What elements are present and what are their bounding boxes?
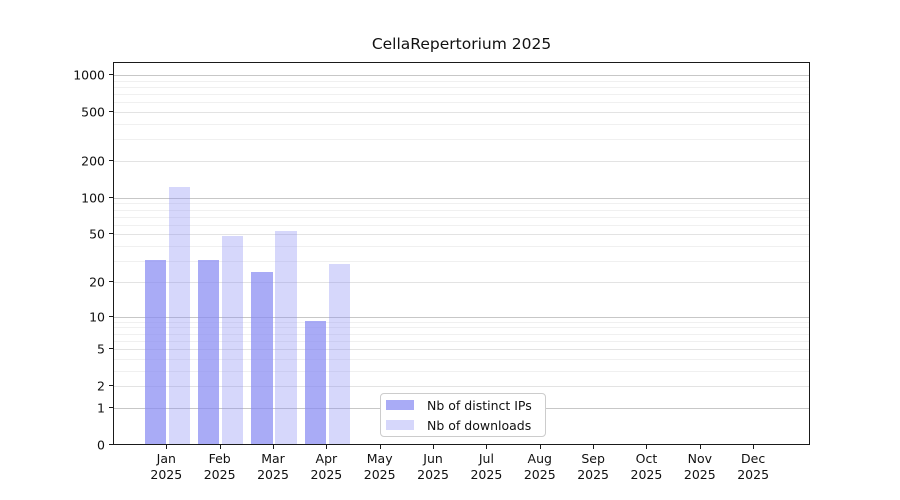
- y-tick: [109, 73, 113, 75]
- x-tick-label: Jun 2025: [417, 451, 449, 482]
- gridline-minor: [114, 94, 809, 96]
- gridline-minor: [114, 216, 809, 218]
- gridline-minor: [114, 327, 809, 329]
- gridline: [114, 74, 809, 76]
- gridline: [114, 349, 809, 351]
- x-tick: [433, 445, 435, 449]
- gridline-minor: [114, 86, 809, 88]
- y-tick: [109, 111, 113, 113]
- y-tick-label: 0: [97, 437, 105, 453]
- plot-area: Nb of distinct IPs Nb of downloads: [113, 62, 810, 445]
- x-tick-label: Mar 2025: [257, 451, 289, 482]
- x-tick: [326, 445, 328, 449]
- gridline-minor: [114, 80, 809, 82]
- gridline-minor: [114, 261, 809, 263]
- gridline: [114, 197, 809, 199]
- gridline: [114, 316, 809, 318]
- x-tick: [273, 445, 274, 449]
- gridline-minor: [114, 358, 809, 360]
- y-tick: [109, 385, 113, 387]
- gridline: [114, 112, 809, 114]
- x-tick-label: Jan 2025: [150, 451, 183, 482]
- gridline-minor: [114, 333, 809, 335]
- y-tick: [109, 315, 113, 317]
- y-tick: [109, 196, 113, 198]
- x-tick-label: Jul 2025: [470, 451, 503, 482]
- x-tick: [379, 445, 381, 449]
- x-tick: [593, 445, 595, 449]
- y-tick: [109, 406, 113, 408]
- y-tick: [109, 348, 113, 350]
- gridline-minor: [114, 209, 809, 211]
- x-tick-label: Aug 2025: [523, 451, 556, 482]
- y-tick: [109, 444, 113, 445]
- gridline-minor: [114, 246, 809, 248]
- x-tick-label: Apr 2025: [310, 451, 343, 482]
- x-tick-label: Feb 2025: [203, 451, 236, 482]
- gridline-minor: [114, 123, 809, 125]
- y-tick-label: 1: [97, 400, 105, 416]
- gridline-minor: [114, 139, 809, 141]
- bar-distinct-ips-feb: [197, 260, 220, 444]
- y-tick-label: 100: [81, 190, 105, 206]
- x-tick-label: Nov 2025: [683, 451, 716, 482]
- x-tick-label: Sep 2025: [577, 451, 609, 482]
- legend: Nb of distinct IPs Nb of downloads: [380, 393, 546, 437]
- gridline: [114, 160, 809, 162]
- y-tick: [109, 159, 113, 161]
- y-tick-label: 200: [81, 153, 105, 169]
- gridline-minor: [114, 102, 809, 104]
- gridline: [114, 281, 809, 283]
- y-tick-label: 10: [89, 309, 105, 325]
- gridline-minor: [114, 321, 809, 323]
- x-tick: [753, 445, 755, 449]
- gridline-minor: [114, 224, 809, 226]
- y-tick-label: 50: [89, 226, 105, 242]
- y-tick-label: 5: [97, 341, 105, 357]
- x-tick-label: Oct 2025: [630, 451, 663, 482]
- bar-downloads-jan: [168, 187, 190, 444]
- bar-downloads-feb: [221, 235, 244, 444]
- gridline-minor: [114, 370, 809, 372]
- x-tick: [486, 445, 488, 449]
- y-tick-label: 2: [97, 378, 105, 394]
- legend-label-distinct-ips: Nb of distinct IPs: [427, 397, 532, 413]
- legend-item-distinct-ips: Nb of distinct IPs: [386, 398, 537, 413]
- x-tick: [646, 445, 648, 449]
- legend-swatch-distinct-ips-icon: [386, 400, 414, 410]
- gridline: [114, 386, 809, 388]
- x-tick-label: May 2025: [363, 451, 396, 482]
- x-tick: [166, 445, 168, 449]
- legend-label-downloads: Nb of downloads: [427, 417, 532, 433]
- y-tick-label: 1000: [73, 67, 105, 83]
- gridline-minor: [114, 203, 809, 205]
- bar-distinct-ips-mar: [251, 271, 273, 444]
- gridline: [114, 234, 809, 236]
- y-tick: [109, 233, 113, 235]
- x-tick-label: Dec 2025: [737, 451, 770, 482]
- legend-item-downloads: Nb of downloads: [386, 418, 537, 433]
- bar-downloads-apr: [328, 263, 351, 444]
- x-tick: [699, 445, 701, 449]
- bar-distinct-ips-apr: [304, 320, 327, 444]
- legend-swatch-downloads-icon: [386, 420, 414, 430]
- chart-title: CellaRepertorium 2025: [371, 35, 552, 53]
- bar-distinct-ips-jan: [144, 260, 167, 444]
- x-tick: [219, 445, 221, 449]
- y-tick-label: 20: [89, 274, 105, 290]
- y-tick: [109, 280, 113, 282]
- bar-downloads-mar: [275, 231, 297, 444]
- y-tick-label: 500: [81, 104, 105, 120]
- x-tick: [539, 445, 541, 449]
- gridline-minor: [114, 340, 809, 342]
